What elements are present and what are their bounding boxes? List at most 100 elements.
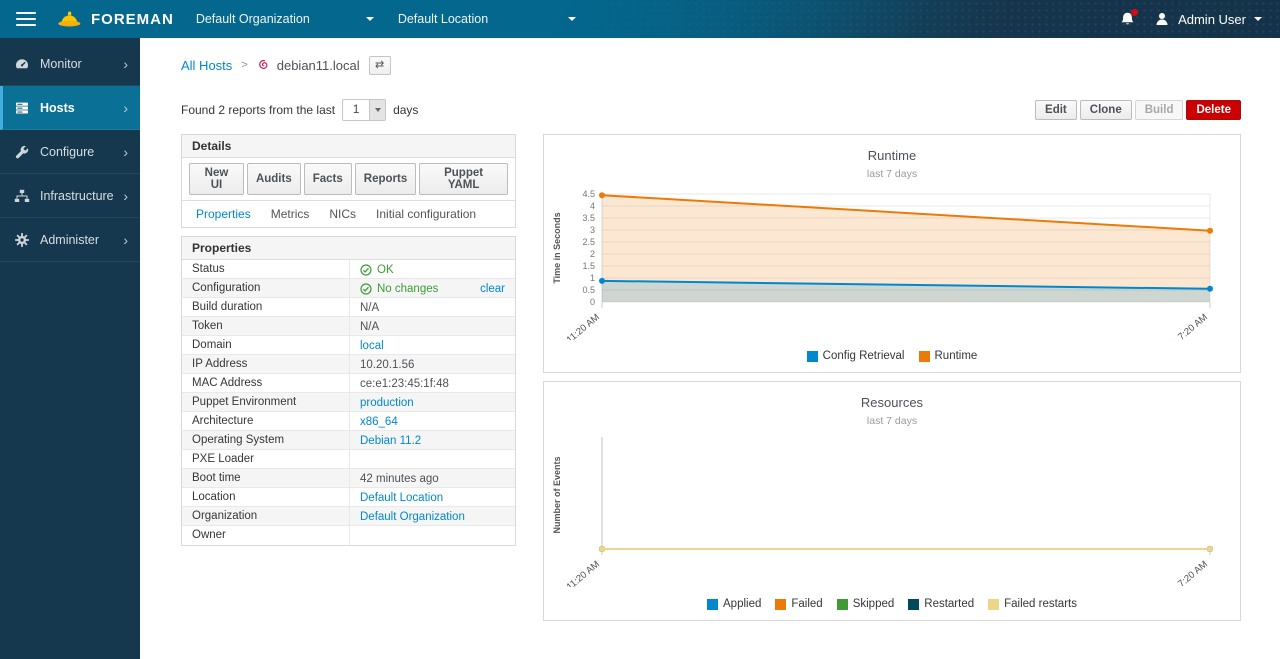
tab-nics[interactable]: NICs [329, 207, 356, 221]
breadcrumb-all-hosts-link[interactable]: All Hosts [181, 58, 232, 73]
property-value-link[interactable]: production [360, 397, 414, 409]
reports-button[interactable]: Reports [355, 163, 416, 195]
property-value-link[interactable]: Default Location [360, 492, 443, 504]
legend-swatch [775, 599, 786, 610]
property-row-domain: Domainlocal [182, 336, 515, 355]
legend-item-failed[interactable]: Failed [775, 598, 822, 610]
property-value-link[interactable]: Debian 11.2 [360, 435, 421, 447]
legend-swatch [707, 599, 718, 610]
svg-text:2.5: 2.5 [582, 237, 595, 247]
tab-properties[interactable]: Properties [196, 207, 251, 221]
property-value-link[interactable]: local [360, 340, 384, 352]
notifications-bell-icon[interactable] [1119, 11, 1136, 28]
property-value: local [349, 336, 515, 354]
location-selector[interactable]: Default Location [398, 12, 576, 26]
foreman-hardhat-logo-icon [56, 9, 82, 29]
chevron-right-icon: › [123, 101, 128, 115]
sidebar: Monitor›Hosts›Configure›Infrastructure›A… [0, 38, 140, 659]
property-row-operating-system: Operating SystemDebian 11.2 [182, 431, 515, 450]
menu-toggle-icon[interactable] [16, 12, 36, 26]
property-value: No changesclear [349, 279, 515, 297]
gauge-icon [14, 56, 30, 72]
property-value: N/A [349, 298, 515, 316]
property-row-ip-address: IP Address10.20.1.56 [182, 355, 515, 374]
caret-down-icon [1254, 17, 1262, 21]
legend-item-failed-restarts[interactable]: Failed restarts [988, 598, 1077, 610]
property-row-status: StatusOK [182, 260, 515, 279]
property-label: PXE Loader [182, 450, 349, 468]
runtime-chart-title: Runtime [544, 148, 1240, 163]
property-value-link[interactable]: Default Organization [360, 511, 465, 523]
check-circle-icon [360, 283, 372, 295]
clone-button[interactable]: Clone [1080, 100, 1132, 120]
breadcrumb: All Hosts > debian11.local ⇄ [181, 54, 1241, 76]
property-label: Location [182, 488, 349, 506]
svg-text:1: 1 [590, 273, 595, 283]
puppet-yaml-button[interactable]: Puppet YAML [419, 163, 508, 195]
sidebar-item-administer[interactable]: Administer› [0, 218, 140, 262]
delete-button[interactable]: Delete [1186, 100, 1241, 120]
property-label: Puppet Environment [182, 393, 349, 411]
facts-button[interactable]: Facts [304, 163, 352, 195]
svg-text:2: 2 [590, 249, 595, 259]
svg-text:Time in Seconds: Time in Seconds [552, 212, 562, 283]
property-label: Token [182, 317, 349, 335]
breadcrumb-current-host: debian11.local [277, 58, 360, 73]
property-row-organization: OrganizationDefault Organization [182, 507, 515, 526]
build-button: Build [1135, 100, 1184, 120]
days-select[interactable]: 1 [342, 99, 386, 121]
edit-button[interactable]: Edit [1035, 100, 1077, 120]
property-value: Default Organization [349, 507, 515, 525]
property-value: Default Location [349, 488, 515, 506]
resources-chart-title: Resources [544, 395, 1240, 410]
legend-item-runtime[interactable]: Runtime [919, 350, 978, 362]
details-panel: Details New UIAuditsFactsReportsPuppet Y… [181, 134, 516, 228]
sidebar-item-hosts[interactable]: Hosts› [0, 86, 140, 130]
wrench-icon [14, 144, 30, 160]
brand[interactable]: FOREMAN [56, 9, 174, 29]
caret-down-icon [568, 17, 576, 21]
property-value-link[interactable]: x86_64 [360, 416, 398, 428]
location-selector-label: Default Location [398, 12, 488, 26]
resources-chart-legend: Applied Failed Skipped Restarted Failed rest… [707, 598, 1077, 610]
server-stack-icon [14, 100, 30, 116]
user-menu[interactable]: Admin User [1154, 11, 1262, 27]
property-value: 10.20.1.56 [349, 355, 515, 373]
audits-button[interactable]: Audits [247, 163, 301, 195]
property-row-location: Location Default Location [182, 488, 515, 507]
property-row-boot-time: Boot time42 minutes ago [182, 469, 515, 488]
property-value: x86_64 [349, 412, 515, 430]
user-name: Admin User [1178, 12, 1246, 27]
sidebar-item-monitor[interactable]: Monitor› [0, 42, 140, 86]
svg-text:11/25, 11:20 AM: 11/25, 11:20 AM [544, 559, 602, 587]
tab-metrics[interactable]: Metrics [271, 207, 310, 221]
tab-initial-configuration[interactable]: Initial configuration [376, 207, 476, 221]
property-row-mac-address: MAC Addressce:e1:23:45:1f:48 [182, 374, 515, 393]
reports-toolbar: Found 2 reports from the last 1 days Edi… [181, 98, 1241, 122]
caret-down-icon [366, 17, 374, 21]
brand-name: FOREMAN [91, 11, 174, 28]
legend-item-config-retrieval[interactable]: Config Retrieval [807, 350, 905, 362]
svg-text:3.5: 3.5 [582, 213, 595, 223]
runtime-chart-subtitle: last 7 days [544, 168, 1240, 180]
new-ui-button[interactable]: New UI [189, 163, 244, 195]
property-value [349, 450, 515, 468]
property-value: 42 minutes ago [349, 469, 515, 487]
properties-panel: Properties StatusOKConfigurationNo chang… [181, 236, 516, 546]
sidebar-item-configure[interactable]: Configure› [0, 130, 140, 174]
check-circle-icon [360, 264, 372, 276]
breadcrumb-separator: > [241, 59, 247, 71]
org-selector[interactable]: Default Organization [196, 12, 374, 26]
sidebar-item-infrastructure[interactable]: Infrastructure› [0, 174, 140, 218]
details-buttons: New UIAuditsFactsReportsPuppet YAML [182, 158, 515, 201]
legend-item-skipped[interactable]: Skipped [837, 598, 895, 610]
property-row-token: TokenN/A [182, 317, 515, 336]
property-label: Boot time [182, 469, 349, 487]
switch-host-button[interactable]: ⇄ [369, 56, 391, 75]
chevron-right-icon: › [123, 57, 128, 71]
property-row-owner: Owner [182, 526, 515, 545]
clear-link[interactable]: clear [480, 283, 505, 295]
legend-item-applied[interactable]: Applied [707, 598, 761, 610]
legend-item-restarted[interactable]: Restarted [908, 598, 974, 610]
property-row-pxe-loader: PXE Loader [182, 450, 515, 469]
